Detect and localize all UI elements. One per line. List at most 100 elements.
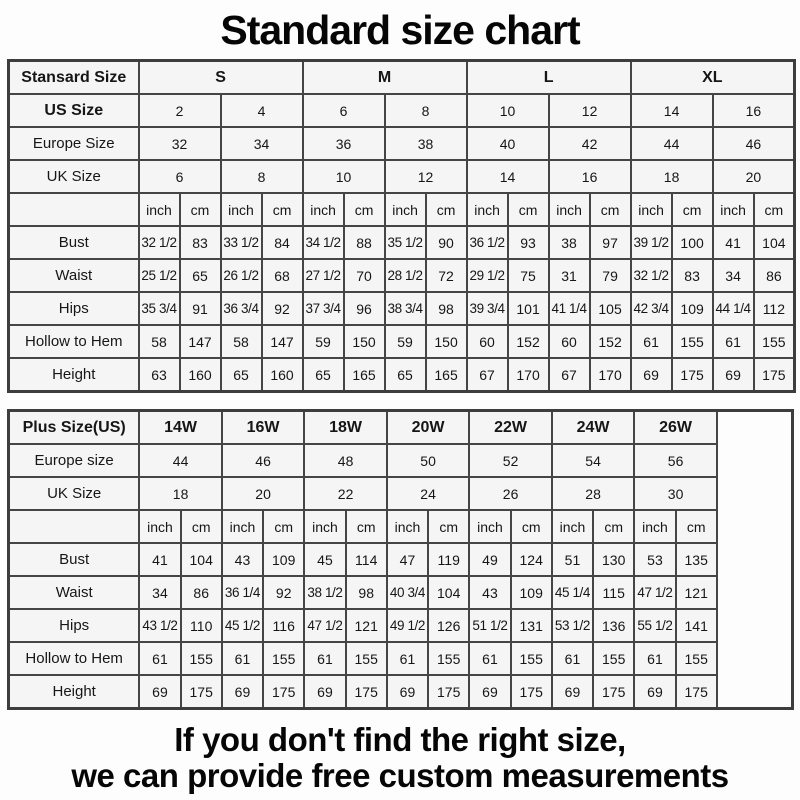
measure-value-cell: 61 xyxy=(711,324,755,360)
size-value-cell: 18 xyxy=(138,476,223,512)
unit-inch-cell: inch xyxy=(303,509,347,545)
measure-value-cell: 63 xyxy=(137,357,181,393)
unit-cm-cell: cm xyxy=(592,509,636,545)
measure-value-cell: 91 xyxy=(178,291,222,327)
size-value-cell: 24 xyxy=(385,476,471,512)
measure-value-cell: 58 xyxy=(137,324,181,360)
unit-inch-cell: inch xyxy=(383,192,427,228)
measure-value-cell: 34 xyxy=(138,575,182,611)
table-row: Hips 43 1/2 110 45 1/2 116 47 1/2 121 49 1/2 126… xyxy=(7,608,793,644)
row-label-cell: Waist xyxy=(7,258,140,294)
measure-value-cell: 49 xyxy=(468,542,512,578)
measure-value-cell: 96 xyxy=(342,291,386,327)
measure-value-cell: 86 xyxy=(179,575,223,611)
measure-value-cell: 147 xyxy=(260,324,304,360)
size-value-cell: 8 xyxy=(219,159,304,195)
measure-value-cell: 33 1/2 xyxy=(219,225,263,261)
table-row: US Size 2 4 6 8 10 12 14 16 xyxy=(7,93,796,129)
measure-value-cell: 150 xyxy=(342,324,386,360)
measure-value-cell: 51 xyxy=(550,542,595,578)
size-group-cell: XL xyxy=(629,59,796,96)
measure-value-cell: 97 xyxy=(588,225,632,261)
row-label-cell: Bust xyxy=(7,542,141,578)
measure-value-cell: 165 xyxy=(424,357,468,393)
measure-value-cell: 61 xyxy=(468,641,512,677)
measure-value-cell: 150 xyxy=(424,324,468,360)
unit-cm-cell: cm xyxy=(509,509,553,545)
measure-value-cell: 42 3/4 xyxy=(629,291,673,327)
measure-value-cell: 59 xyxy=(383,324,427,360)
measure-value-cell: 38 1/2 xyxy=(303,575,347,611)
measure-value-cell: 170 xyxy=(588,357,632,393)
measure-value-cell: 45 1/2 xyxy=(220,608,265,644)
measure-value-cell: 60 xyxy=(547,324,591,360)
size-value-cell: 6 xyxy=(137,159,222,195)
size-value-cell: 2 xyxy=(137,93,222,129)
measure-value-cell: 69 xyxy=(550,674,595,710)
measure-value-cell: 67 xyxy=(547,357,591,393)
unit-cm-cell: cm xyxy=(342,192,386,228)
measure-value-cell: 34 1/2 xyxy=(301,225,345,261)
row-label-cell: Europe Size xyxy=(7,126,140,162)
unit-inch-cell: inch xyxy=(468,509,512,545)
measure-value-cell: 47 1/2 xyxy=(633,575,677,611)
table-row: Europe size 44 46 48 50 52 54 56 xyxy=(7,443,793,479)
row-label-cell: Hollow to Hem xyxy=(7,641,141,677)
measure-value-cell: 175 xyxy=(344,674,388,710)
measure-value-cell: 98 xyxy=(424,291,468,327)
row-label-cell: Hollow to Hem xyxy=(7,324,140,360)
measure-value-cell: 98 xyxy=(344,575,388,611)
unit-inch-cell: inch xyxy=(138,509,182,545)
measure-value-cell: 126 xyxy=(427,608,471,644)
table-row: UK Size 6 8 10 12 14 16 18 20 xyxy=(7,159,796,195)
measure-value-cell: 31 xyxy=(547,258,591,294)
measure-value-cell: 119 xyxy=(427,542,471,578)
table-row: Bust 32 1/2 83 33 1/2 84 34 1/2 88 35 1/2 90 36 1… xyxy=(7,225,796,261)
size-value-cell: 14 xyxy=(629,93,714,129)
measure-value-cell: 79 xyxy=(588,258,632,294)
measure-value-cell: 29 1/2 xyxy=(465,258,509,294)
measure-value-cell: 160 xyxy=(260,357,304,393)
measure-value-cell: 100 xyxy=(670,225,714,261)
size-group-cell: 24W xyxy=(550,409,636,446)
measure-value-cell: 65 xyxy=(178,258,222,294)
measure-value-cell: 110 xyxy=(179,608,223,644)
measure-value-cell: 41 xyxy=(138,542,182,578)
measure-value-cell: 45 xyxy=(303,542,347,578)
measure-value-cell: 55 1/2 xyxy=(633,608,677,644)
table-row: Hips 35 3/4 91 36 3/4 92 37 3/4 96 38 3/4 98 39 3… xyxy=(7,291,796,327)
footer-note-line2: we can provide free custom measurements xyxy=(71,757,729,795)
table-row: Europe Size 32 34 36 38 40 42 44 46 xyxy=(7,126,796,162)
measure-value-cell: 36 1/4 xyxy=(220,575,265,611)
measure-value-cell: 101 xyxy=(506,291,550,327)
measure-value-cell: 141 xyxy=(674,608,718,644)
unit-inch-cell: inch xyxy=(629,192,673,228)
unit-cm-cell: cm xyxy=(178,192,222,228)
unit-cm-cell: cm xyxy=(424,192,468,228)
size-value-cell: 10 xyxy=(465,93,550,129)
unit-inch-cell: inch xyxy=(633,509,677,545)
measure-value-cell: 83 xyxy=(670,258,714,294)
measure-value-cell: 86 xyxy=(752,258,796,294)
size-group-cell: S xyxy=(137,59,304,96)
measure-value-cell: 104 xyxy=(179,542,223,578)
table-row: Hollow to Hem 61 155 61 155 61 155 61 155 61 155 61… xyxy=(7,641,793,677)
measure-value-cell: 155 xyxy=(670,324,714,360)
measure-value-cell: 104 xyxy=(752,225,796,261)
size-group-cell: 14W xyxy=(138,409,223,446)
measure-value-cell: 155 xyxy=(752,324,796,360)
measure-value-cell: 67 xyxy=(465,357,509,393)
table-row: UK Size 18 20 22 24 26 28 30 xyxy=(7,476,793,512)
measure-value-cell: 32 1/2 xyxy=(137,225,181,261)
measure-value-cell: 59 xyxy=(301,324,345,360)
size-value-cell: 10 xyxy=(301,159,386,195)
size-value-cell: 52 xyxy=(468,443,553,479)
size-value-cell: 56 xyxy=(633,443,718,479)
size-group-cell: 16W xyxy=(220,409,306,446)
measure-value-cell: 61 xyxy=(633,641,677,677)
measure-value-cell: 83 xyxy=(178,225,222,261)
size-value-cell: 6 xyxy=(301,93,386,129)
measure-value-cell: 27 1/2 xyxy=(301,258,345,294)
measure-value-cell: 41 xyxy=(711,225,755,261)
